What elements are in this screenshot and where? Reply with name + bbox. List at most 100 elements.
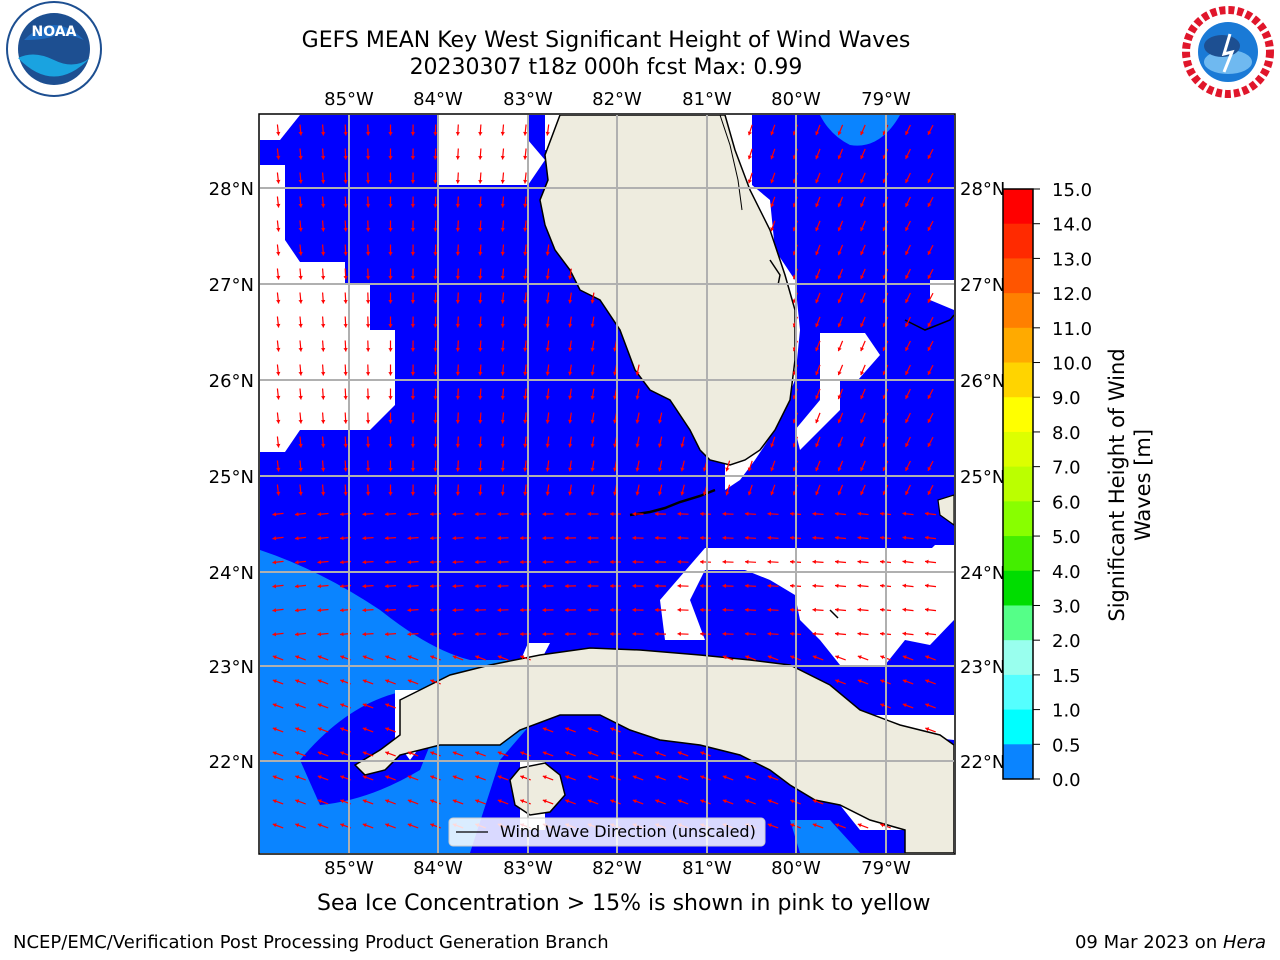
colorbar-tick-label: 3.0 <box>1052 596 1081 617</box>
wave-arrow-head <box>317 584 322 589</box>
wave-arrow-head <box>590 395 595 400</box>
wave-arrow-head <box>792 443 797 448</box>
svg-text:84°W: 84°W <box>413 89 463 110</box>
wave-arrow-head <box>815 347 820 352</box>
wave-arrow-head <box>276 299 281 304</box>
wave-arrow-head <box>362 727 367 732</box>
wave-arrow-head <box>905 395 909 399</box>
colorbar-segment <box>1003 466 1033 502</box>
svg-text:82°W: 82°W <box>592 89 642 110</box>
wave-arrow-head <box>410 468 416 472</box>
wave-arrow-head <box>433 276 438 280</box>
wave-arrow-head <box>362 703 367 708</box>
svg-text:85°W: 85°W <box>324 89 374 110</box>
wave-arrow-head <box>478 228 483 232</box>
wave-arrow-head <box>407 679 412 684</box>
wave-arrow-head <box>340 560 344 565</box>
colorbar-label-line1: Significant Height of Wind <box>1105 348 1129 621</box>
wave-arrow-head <box>321 372 326 376</box>
wave-arrow-head <box>452 584 456 589</box>
wave-arrow-head <box>568 467 573 472</box>
wave-arrow-head <box>812 799 817 804</box>
wave-arrow-head <box>321 132 326 136</box>
wave-arrow-head <box>677 583 681 589</box>
wave-arrow-head <box>815 203 820 208</box>
wave-arrow-head <box>857 679 862 684</box>
wave-arrow-head <box>677 535 681 541</box>
wave-arrow-head <box>925 607 929 612</box>
wave-arrow-head <box>542 751 547 756</box>
wave-arrow-head <box>542 511 546 517</box>
wave-arrow-head <box>272 775 277 780</box>
wave-arrow-head <box>837 395 842 400</box>
wave-arrow-head <box>455 180 460 184</box>
wave-arrow-head <box>276 227 281 232</box>
wave-arrow-head <box>835 631 839 636</box>
colorbar-tick-label: 10.0 <box>1052 354 1092 375</box>
wave-arrow-head <box>276 131 281 136</box>
wave-arrow-head <box>295 655 300 660</box>
wave-arrow-head <box>882 275 887 279</box>
lon-labels-top: 85°W 84°W 83°W 82°W 81°W 80°W 79°W <box>324 89 911 110</box>
wave-arrow-head <box>745 511 749 516</box>
wave-arrow-head <box>295 751 300 756</box>
wave-arrow-head <box>455 276 460 280</box>
wave-arrow-head <box>321 348 326 352</box>
wave-arrow-head <box>882 467 887 471</box>
wave-arrow-head <box>857 655 862 660</box>
wave-arrow-head <box>860 491 865 496</box>
wave-arrow-head <box>317 655 322 660</box>
wave-arrow-head <box>545 419 550 424</box>
svg-text:85°W: 85°W <box>324 858 374 879</box>
wave-arrow-head <box>321 276 326 280</box>
wave-arrow-head <box>433 468 438 472</box>
wave-arrow-head <box>500 251 505 256</box>
wave-arrow-head <box>702 467 707 472</box>
wave-arrow-head <box>905 179 909 183</box>
wave-arrow-head <box>455 492 460 496</box>
wave-arrow-head <box>343 300 348 304</box>
wave-arrow-head <box>860 227 865 232</box>
wave-arrow-head <box>722 799 727 804</box>
wave-arrow-head <box>272 560 277 565</box>
colorbar-segment <box>1003 327 1033 364</box>
wave-arrow-head <box>340 632 344 637</box>
footer-date: 09 Mar 2023 on Hera <box>1075 932 1266 953</box>
wave-arrow-head <box>905 371 909 375</box>
wave-arrow-head <box>343 180 348 184</box>
wave-arrow-head <box>837 419 842 424</box>
svg-text:24°N: 24°N <box>960 563 1005 584</box>
wave-arrow-head <box>475 799 480 804</box>
wave-arrow-head <box>365 300 371 304</box>
wave-arrow-head <box>837 155 842 160</box>
wave-arrow-head <box>677 631 681 637</box>
wave-arrow-head <box>925 679 930 684</box>
wave-arrow-head <box>500 203 505 208</box>
wave-arrow-head <box>365 348 371 352</box>
wave-arrow-head <box>568 443 573 448</box>
noaa-logo-text: NOAA <box>32 24 77 40</box>
wave-arrow-head <box>433 204 438 208</box>
wave-arrow-head <box>882 299 887 303</box>
wave-arrow-head <box>545 395 550 400</box>
wave-arrow-head <box>410 348 416 352</box>
wave-arrow-head <box>317 632 322 637</box>
wave-arrow-head <box>565 799 570 804</box>
wave-arrow-head <box>835 679 840 684</box>
wave-arrow-head <box>343 372 348 376</box>
wave-arrow-head <box>500 275 505 280</box>
colorbar-tick-label: 12.0 <box>1052 284 1092 305</box>
wave-arrow-head <box>298 371 303 376</box>
wave-arrow-head <box>452 608 456 613</box>
wave-arrow-head <box>430 823 435 828</box>
wave-arrow-head <box>587 775 592 780</box>
wave-arrow-head <box>520 751 525 756</box>
wave-arrow-head <box>362 799 367 804</box>
wave-arrow-head <box>478 252 483 256</box>
wave-arrow-head <box>410 276 416 280</box>
wave-arrow-head <box>410 420 416 424</box>
wave-arrow-head <box>523 155 528 160</box>
wave-arrow-head <box>722 607 726 612</box>
wave-arrow-head <box>455 204 460 208</box>
wave-arrow-head <box>365 252 371 256</box>
